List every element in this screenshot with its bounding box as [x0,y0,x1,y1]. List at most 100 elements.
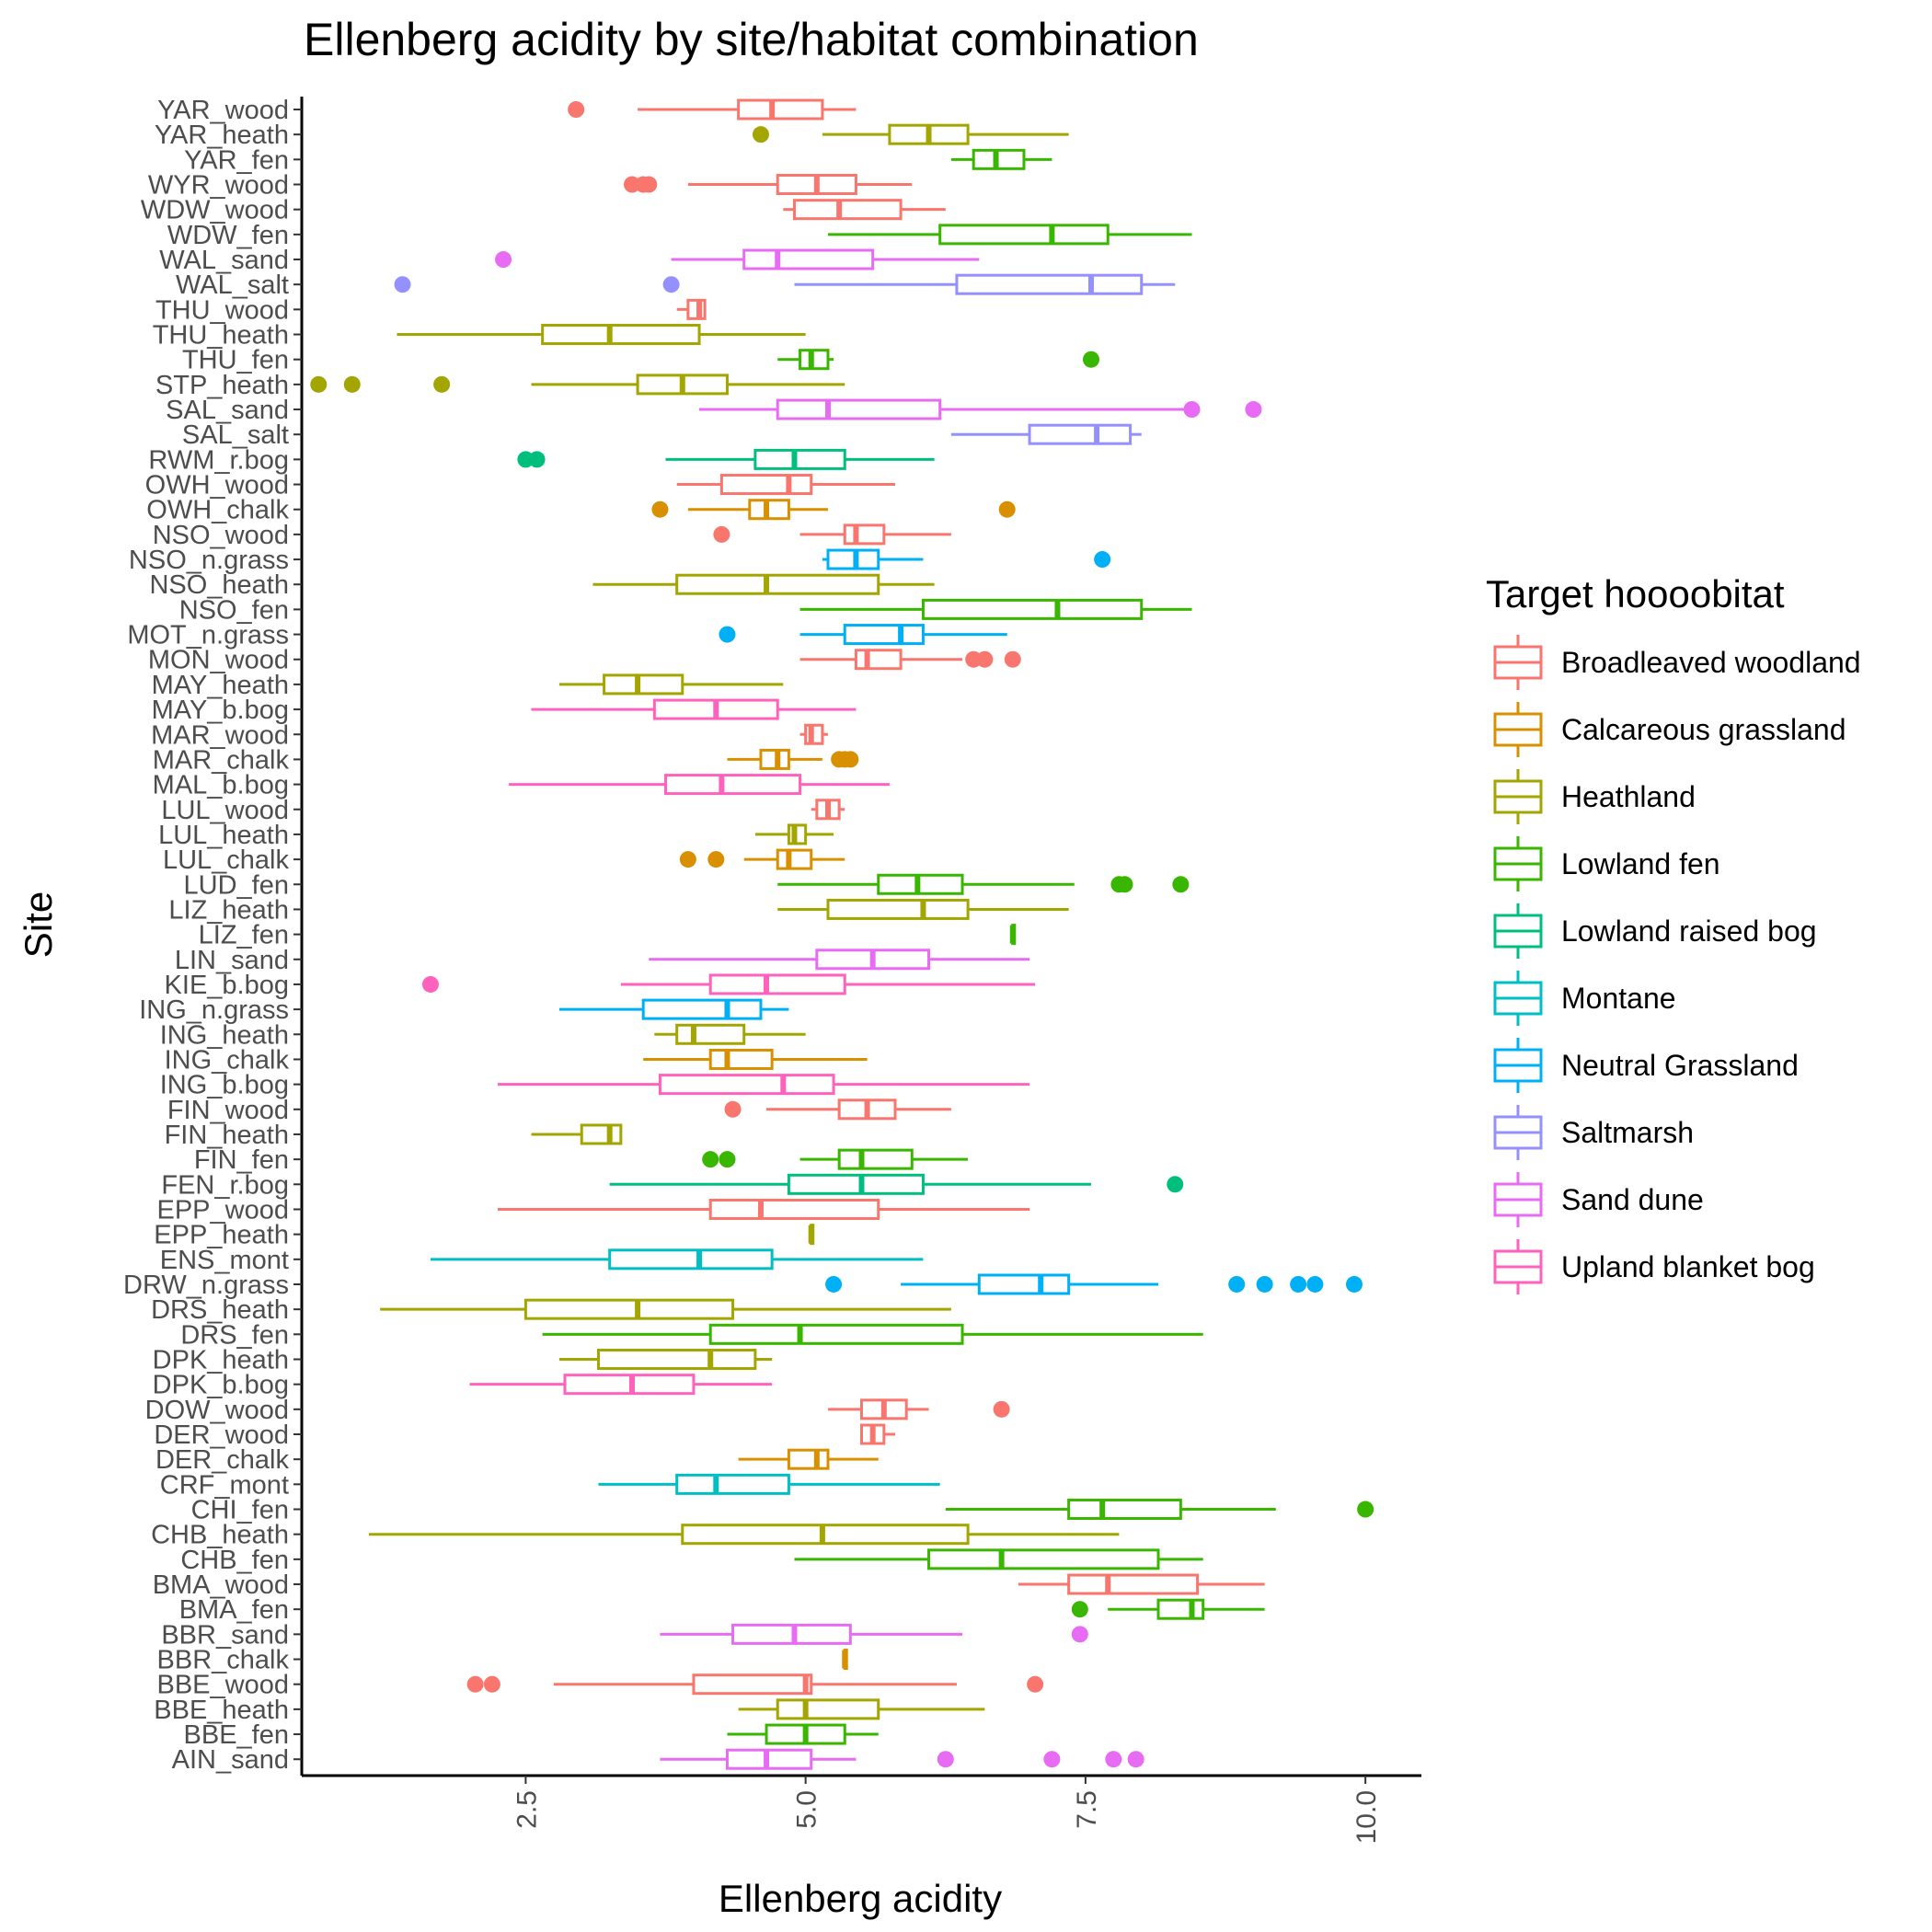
box [826,898,970,920]
box [927,1548,1160,1570]
box [1028,423,1133,445]
box-chb-heath [369,1524,1120,1546]
box-kie-b-bog [421,973,1036,995]
box-bbr-chalk [842,1649,848,1671]
legend-label: Upland blanket bog [1561,1250,1815,1283]
y-tick-label: CHB_heath [151,1521,289,1550]
outlier-point [724,1100,742,1118]
outlier-point [421,975,439,993]
outlier-point [1127,1751,1144,1768]
outlier-point [394,276,411,293]
outlier-point [640,176,658,193]
y-tick-label: RWM_r.bog [148,445,289,475]
outlier-point [937,1751,954,1768]
outlier-point [1071,1601,1088,1618]
y-tick-label: DER_wood [154,1420,289,1450]
box [597,1349,757,1370]
box [972,148,1026,170]
box [658,1074,835,1096]
box-bbe-wood [466,1673,1044,1696]
y-tick-label: LIZ_fen [199,921,289,950]
box [877,873,964,895]
y-tick-label: DPK_b.bog [153,1371,289,1400]
legend-label: Heathland [1561,780,1696,813]
box [719,474,813,496]
y-tick-label: THU_fen [182,346,289,375]
box-bma-wood [1018,1573,1265,1595]
box-yar-wood [568,98,857,121]
y-tick-label: THU_wood [155,295,289,325]
legend-item: Lowland fen [1493,836,1720,891]
box-drs-heath [380,1298,951,1320]
outlier-point [662,276,680,293]
legend-item: Neutral Grassland [1493,1038,1799,1093]
y-tick-label: THU_heath [153,321,289,351]
box [804,723,824,745]
box-ing-n-grass [558,998,789,1020]
outlier-point [466,1675,484,1693]
outlier-point [707,851,725,868]
y-tick-label: WYR_wood [148,171,289,201]
y-tick-label: MAR_chalk [153,745,290,775]
legend-label: Calcareous grassland [1561,713,1846,746]
box-bma-fen [1071,1598,1265,1620]
outlier-point [343,375,361,393]
outlier-point [1167,1176,1184,1193]
box-may-b-bog [531,698,857,720]
box-lud-fen [777,873,1190,895]
box [799,349,830,371]
y-tick-label: YAR_heath [155,121,289,150]
box-bbe-heath [738,1698,985,1720]
legend-item: Heathland [1493,769,1696,824]
box-dow-wood [827,1398,1010,1420]
box-nso-heath [592,573,935,595]
y-tick-label: DRW_n.grass [123,1271,289,1300]
box-rwm-r-bog [517,448,935,470]
box-fin-heath [531,1123,623,1145]
box-dpk-heath [558,1349,773,1370]
y-tick-label: ING_b.bog [160,1071,289,1100]
legend-item: Broadleaved woodland [1493,635,1861,690]
box-der-chalk [738,1448,879,1470]
box [776,1698,880,1720]
outlier-point [752,126,769,144]
box-thu-wood [676,298,707,320]
box [843,523,886,546]
box [759,748,790,770]
box [748,499,790,521]
box [708,1198,880,1220]
box [608,1248,774,1271]
y-tick-label: SAL_salt [182,420,289,450]
box-nso-n-grass [822,548,1111,570]
y-tick-label: BBR_sand [161,1620,289,1650]
box [580,1123,623,1145]
y-tick-label: BBE_fen [184,1720,289,1750]
box-fin-wood [724,1098,951,1121]
y-tick-label: DOW_wood [145,1396,289,1425]
box [686,298,707,320]
box-ing-chalk [643,1048,868,1070]
y-tick-label: EPP_wood [157,1195,290,1225]
box [843,624,925,646]
box-lul-heath [754,823,834,845]
outlier-point [495,251,512,269]
y-tick-label: CHB_fen [180,1546,289,1575]
outlier-point [719,626,736,643]
outlier-point [1245,401,1262,419]
box-bbr-sand [660,1623,1088,1645]
legend-label: Saltmarsh [1561,1116,1694,1149]
outlier-point [993,1400,1010,1418]
y-tick-label: NSO_heath [149,570,289,600]
outlier-point [1116,876,1133,893]
outlier-point [310,375,328,393]
box [787,1448,830,1470]
x-tick-label: 10.0 [1351,1790,1382,1844]
outlier-point [679,851,696,868]
legend-item: Saltmarsh [1493,1105,1694,1160]
y-tick-label: MAY_heath [152,671,289,700]
box [921,598,1144,620]
box-mon-wood [799,649,1021,671]
box [603,673,684,696]
legend-label: Neutral Grassland [1561,1049,1799,1082]
outlier-point [1290,1275,1307,1293]
